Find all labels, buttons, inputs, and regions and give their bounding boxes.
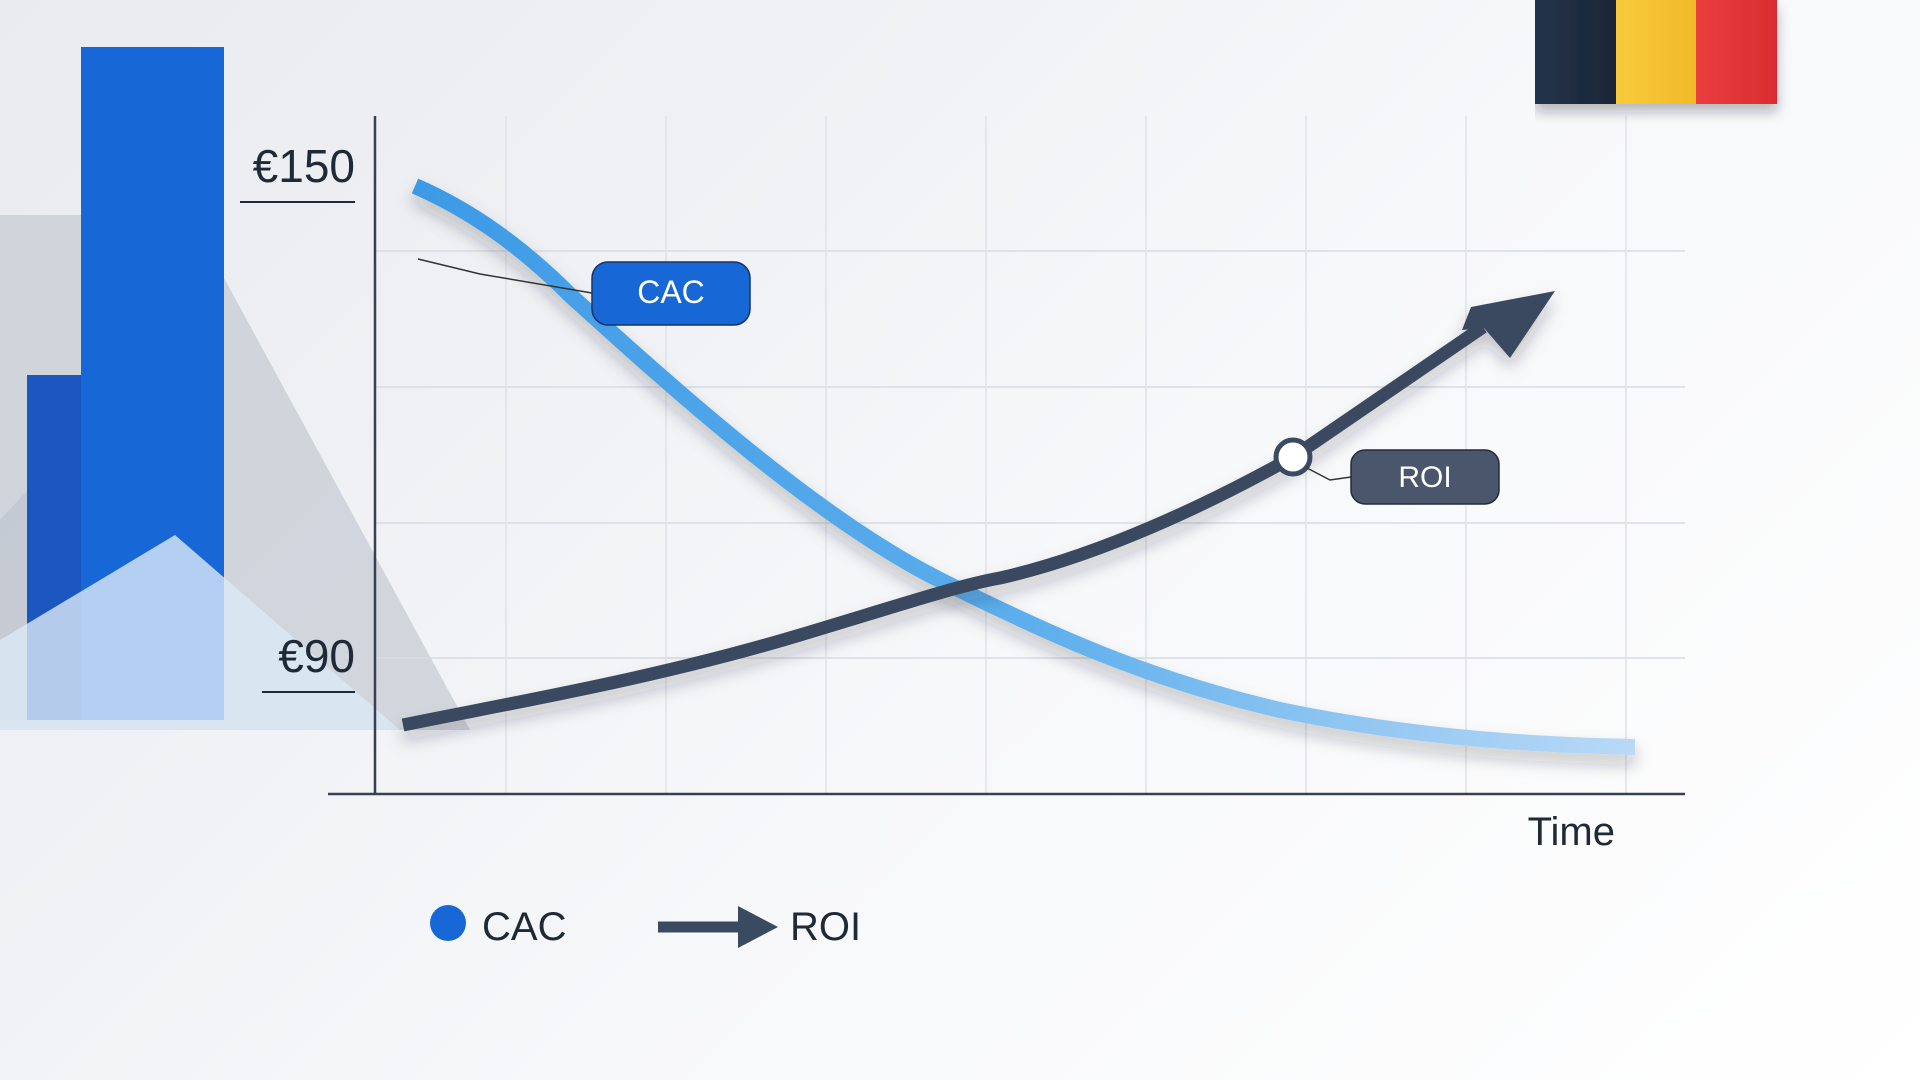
svg-text:ROI: ROI <box>790 905 861 949</box>
svg-text:ROI: ROI <box>1398 461 1451 494</box>
svg-text:CAC: CAC <box>637 274 705 310</box>
svg-text:€150: €150 <box>253 140 355 192</box>
svg-text:Time: Time <box>1528 810 1615 854</box>
svg-text:CAC: CAC <box>482 905 566 949</box>
svg-text:€90: €90 <box>278 630 355 682</box>
